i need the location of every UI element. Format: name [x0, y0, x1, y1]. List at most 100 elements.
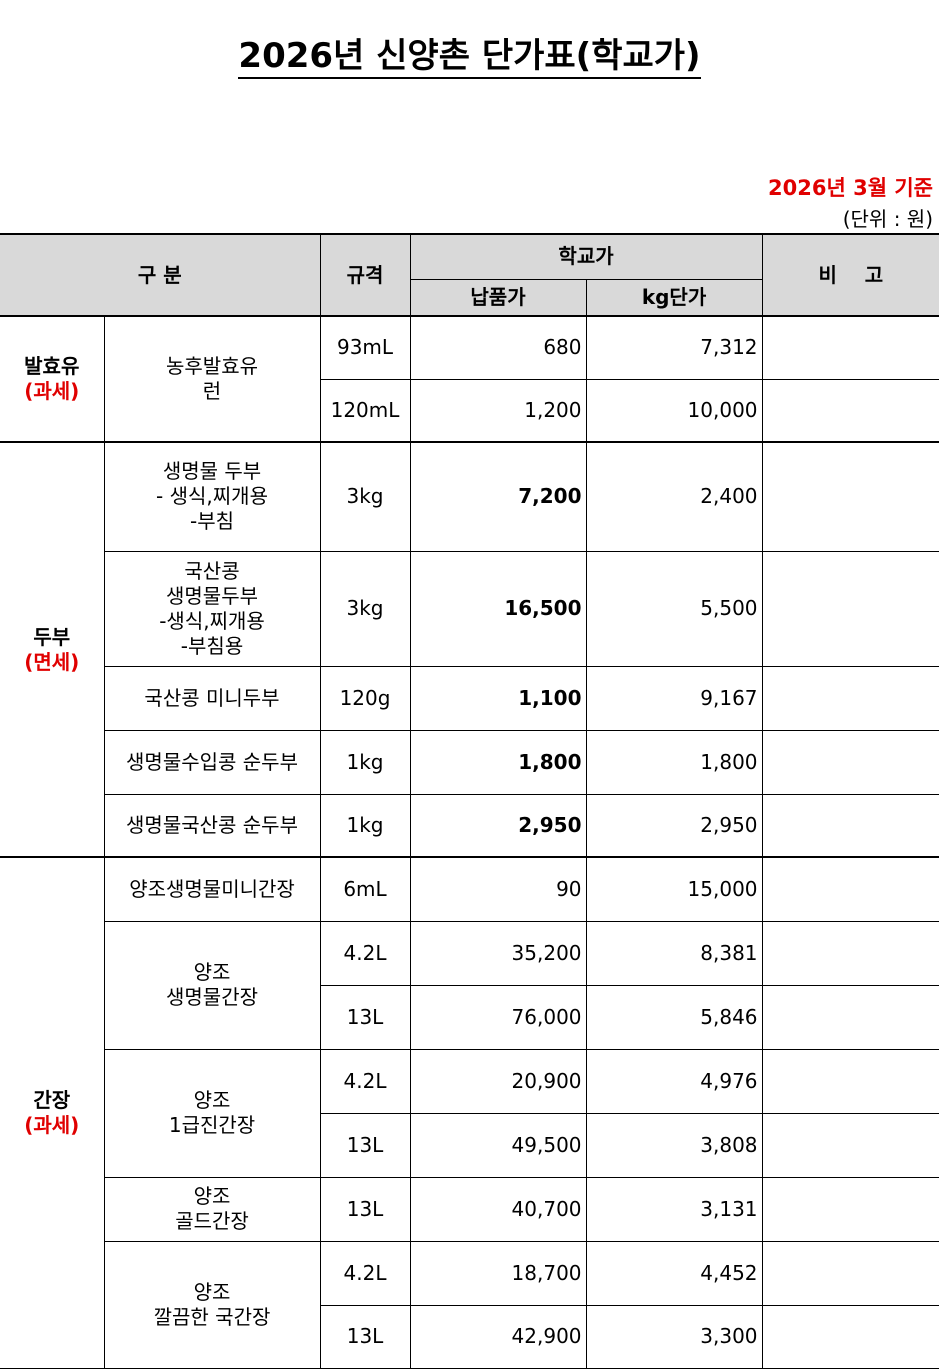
- delivery-price-cell: 18,700: [409, 1240, 587, 1306]
- table-row: 두부 (면세) 생명물 두부 - 생식,찌개용 -부침 3kg 7,200 2,400: [0, 441, 939, 858]
- remarks-cell: [761, 1112, 939, 1178]
- kg-price-cell: 3,808: [585, 1112, 763, 1178]
- remarks-cell: [761, 920, 939, 986]
- remarks-cell: [761, 665, 939, 731]
- spec-cell: 1kg: [319, 793, 411, 858]
- page-title: 2026년 신양촌 단가표(학교가): [0, 28, 939, 79]
- remarks-cell: [761, 793, 939, 858]
- category-name: 두부: [33, 624, 71, 649]
- spec-cell: 3kg: [319, 550, 411, 667]
- table-row: 생명물수입콩 순두부 1kg 1,800 1,800: [0, 729, 939, 795]
- kg-price-cell: 2,400: [585, 441, 763, 552]
- kg-price-cell: 1,800: [585, 729, 763, 795]
- date-basis: 2026년 3월 기준: [768, 176, 933, 200]
- spec-cell: 3kg: [319, 441, 411, 552]
- product-name: 농후발효유 런: [103, 315, 321, 443]
- delivery-price-cell: 680: [409, 315, 587, 380]
- product-name: 생명물국산콩 순두부: [103, 793, 321, 858]
- remarks-cell: [761, 729, 939, 795]
- tax-status: (과세): [24, 379, 80, 403]
- product-name: 양조 1급진간장: [103, 1048, 321, 1178]
- spec-cell: 93mL: [319, 315, 411, 380]
- remarks-cell: [761, 856, 939, 922]
- delivery-price-cell: 40,700: [409, 1176, 587, 1242]
- spec-cell: 13L: [319, 1112, 411, 1178]
- table-row: 양조 골드간장 13L 40,700 3,131: [0, 1176, 939, 1242]
- table-row: 13L 76,000 5,846: [0, 984, 939, 1050]
- spec-cell: 13L: [319, 1176, 411, 1242]
- spec-cell: 1kg: [319, 729, 411, 795]
- delivery-price-cell: 1,100: [409, 665, 587, 731]
- product-name: 생명물 두부 - 생식,찌개용 -부침: [103, 441, 321, 552]
- category-cell: 두부 (면세): [0, 441, 105, 858]
- kg-price-cell: 3,131: [585, 1176, 763, 1242]
- product-name: 양조 생명물간장: [103, 920, 321, 1050]
- header-spec: 규격: [319, 233, 411, 317]
- delivery-price-cell: 16,500: [409, 550, 587, 667]
- delivery-price-cell: 1,800: [409, 729, 587, 795]
- kg-price-cell: 8,381: [585, 920, 763, 986]
- product-name: 생명물수입콩 순두부: [103, 729, 321, 795]
- spec-cell: 120mL: [319, 378, 411, 443]
- spec-cell: 13L: [319, 1304, 411, 1369]
- spec-cell: 120g: [319, 665, 411, 731]
- category-name: 간장: [33, 1087, 71, 1112]
- table-row: 양조 깔끔한 국간장 4.2L 18,700 4,452: [0, 1240, 939, 1369]
- price-table: 구 분 규격 학교가 비 고 납품가 kg단가 발효유 (과세) 농후발효유 런 93…: [0, 233, 939, 1369]
- spec-cell: 13L: [319, 984, 411, 1050]
- header-remarks-text: 비 고: [818, 262, 884, 287]
- category-cell: 발효유 (과세): [0, 315, 105, 443]
- kg-price-cell: 15,000: [585, 856, 763, 922]
- product-name: 양조생명물미니간장: [103, 856, 321, 922]
- product-name: 국산콩 생명물두부 -생식,찌개용 -부침용: [103, 550, 321, 667]
- remarks-cell: [761, 550, 939, 667]
- kg-price-cell: 2,950: [585, 793, 763, 858]
- header-remarks: 비 고: [761, 233, 939, 317]
- remarks-cell: [761, 1240, 939, 1306]
- header-delivery-price: 납품가: [409, 278, 587, 317]
- table-row: 120mL 1,200 10,000: [0, 378, 939, 443]
- remarks-cell: [761, 315, 939, 380]
- delivery-price-cell: 49,500: [409, 1112, 587, 1178]
- header-kg-price: kg단가: [585, 278, 763, 317]
- table-row: 생명물국산콩 순두부 1kg 2,950 2,950: [0, 793, 939, 858]
- delivery-price-cell: 76,000: [409, 984, 587, 1050]
- remarks-cell: [761, 984, 939, 1050]
- product-name: 국산콩 미니두부: [103, 665, 321, 731]
- delivery-price-cell: 7,200: [409, 441, 587, 552]
- delivery-price-cell: 2,950: [409, 793, 587, 858]
- table-row: 양조 1급진간장 4.2L 20,900 4,976: [0, 1048, 939, 1178]
- kg-price-cell: 7,312: [585, 315, 763, 380]
- delivery-price-cell: 90: [409, 856, 587, 922]
- table-row: 국산콩 미니두부 120g 1,100 9,167: [0, 665, 939, 731]
- product-name: 양조 골드간장: [103, 1176, 321, 1242]
- table-row: 13L 42,900 3,300: [0, 1304, 939, 1369]
- kg-price-cell: 5,846: [585, 984, 763, 1050]
- unit-note: (단위 : 원): [842, 207, 933, 231]
- header-school-price: 학교가: [409, 233, 763, 280]
- kg-price-cell: 4,452: [585, 1240, 763, 1306]
- table-row: 간장 (과세) 양조생명물미니간장 6mL 90 15,000: [0, 856, 939, 1369]
- spec-cell: 4.2L: [319, 1048, 411, 1114]
- table-row: 발효유 (과세) 농후발효유 런 93mL 680 7,312: [0, 315, 939, 443]
- remarks-cell: [761, 1176, 939, 1242]
- delivery-price-cell: 35,200: [409, 920, 587, 986]
- spec-cell: 4.2L: [319, 920, 411, 986]
- price-table-body: 발효유 (과세) 농후발효유 런 93mL 680 7,312 120mL 1,200 10,0…: [0, 315, 939, 1369]
- kg-price-cell: 9,167: [585, 665, 763, 731]
- remarks-cell: [761, 1048, 939, 1114]
- remarks-cell: [761, 378, 939, 443]
- category-cell: 간장 (과세): [0, 856, 105, 1369]
- remarks-cell: [761, 441, 939, 552]
- tax-status: (면세): [24, 649, 80, 674]
- table-row: 양조 생명물간장 4.2L 35,200 8,381: [0, 920, 939, 1050]
- header-category: 구 분: [0, 233, 321, 317]
- delivery-price-cell: 1,200: [409, 378, 587, 443]
- delivery-price-cell: 20,900: [409, 1048, 587, 1114]
- kg-price-cell: 4,976: [585, 1048, 763, 1114]
- page-title-text: 2026년 신양촌 단가표(학교가): [238, 36, 701, 79]
- delivery-price-cell: 42,900: [409, 1304, 587, 1369]
- kg-price-cell: 3,300: [585, 1304, 763, 1369]
- kg-price-cell: 10,000: [585, 378, 763, 443]
- table-row: 국산콩 생명물두부 -생식,찌개용 -부침용 3kg 16,500 5,500: [0, 550, 939, 667]
